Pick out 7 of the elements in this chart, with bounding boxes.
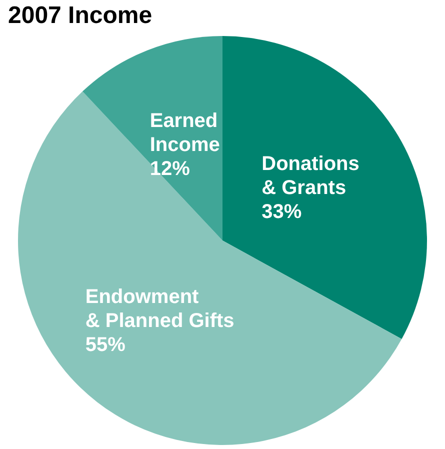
data-label: 33% bbox=[262, 200, 302, 223]
slice-label: Donations & Grants bbox=[262, 152, 360, 199]
slice-label: Earned Income bbox=[150, 110, 220, 156]
chart-title: 2007 Income bbox=[8, 2, 152, 30]
data-label: 55% bbox=[85, 334, 126, 356]
data-label: 12% bbox=[150, 158, 190, 180]
slice-label: Endowment & Planned Gifts bbox=[85, 286, 234, 332]
